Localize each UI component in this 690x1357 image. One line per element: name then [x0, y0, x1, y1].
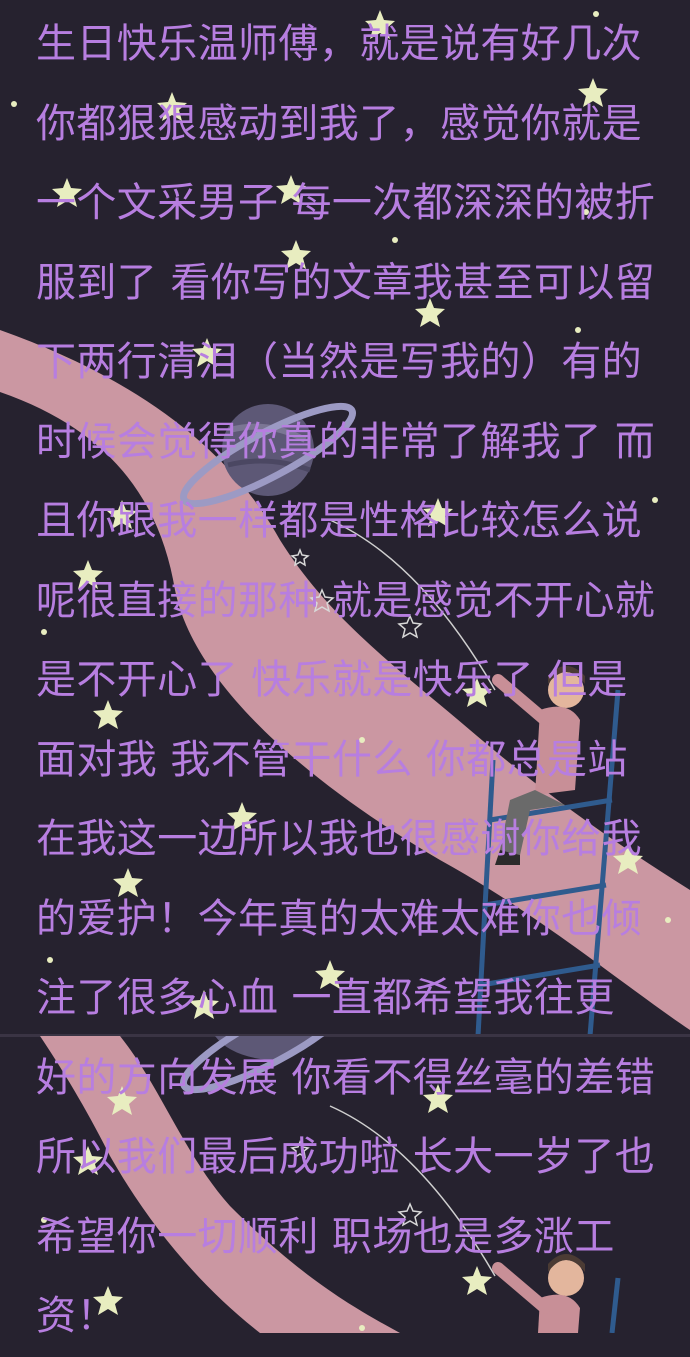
message-line: 一个文采男子 每一次都深深的被折: [36, 180, 656, 226]
birthday-message: 生日快乐温师傅，就是说有好几次 你都狠狠感动到我了，感觉你就是 一个文采男子 每…: [36, 5, 661, 1357]
message-line: 在我这一边所以我也很感谢你给我: [36, 816, 642, 862]
illustration-panel-top: [0, 10, 690, 1036]
message-line: 且你跟我一样都是性格比较怎么说: [36, 498, 642, 544]
planet-icon: [179, 402, 357, 508]
night-sky-scene-repeat: [40, 1036, 621, 1333]
message-line: 好的方向发展 你看不得丝毫的差错: [36, 1054, 656, 1101]
illustration-panel-bottom: [0, 1036, 690, 1333]
person-figure: [492, 666, 585, 865]
message-line: 面对我 我不管干什么 你都总是站: [36, 736, 628, 783]
dot-stars: [41, 1217, 365, 1331]
star-outlines: [290, 547, 423, 639]
message-line: 是不开心了 快乐就是快乐了 但是: [36, 657, 628, 703]
message-line: 你都狠狠感动到我了，感觉你就是: [36, 100, 642, 147]
ladder: [475, 689, 621, 1036]
dot-stars: [11, 11, 671, 963]
message-line: 的爱护！今年真的太难太难你也倾: [36, 895, 642, 942]
ladder: [609, 1277, 621, 1333]
star-field: [52, 10, 643, 1019]
star-field: [73, 1084, 492, 1315]
message-line: 所以我们最后成功啦 长大一岁了也: [36, 1134, 656, 1180]
message-line: 希望你一切顺利 职场也是多涨工: [36, 1213, 615, 1260]
message-line: 呢很直接的那种 就是感觉不开心就: [36, 577, 656, 624]
star-outlines: [290, 1139, 423, 1227]
message-line: 生日快乐温师傅，就是说有好几次: [36, 21, 642, 67]
panel-seam: [0, 1034, 690, 1037]
message-line: 资！: [36, 1293, 117, 1339]
fishing-line: [329, 1105, 496, 1277]
night-sky-scene: [0, 10, 690, 1036]
message-line: 下两行清泪（当然是写我的）有的: [36, 339, 642, 385]
planet-icon: [179, 1036, 357, 1094]
message-line: 时候会觉得你真的非常了解我了 而: [36, 418, 656, 465]
person-figure: [492, 1254, 585, 1333]
fishing-line: [329, 519, 496, 691]
message-line: 服到了 看你写的文章我甚至可以留: [36, 259, 656, 306]
message-line: 注了很多心血 一直都希望我往更: [36, 975, 615, 1021]
